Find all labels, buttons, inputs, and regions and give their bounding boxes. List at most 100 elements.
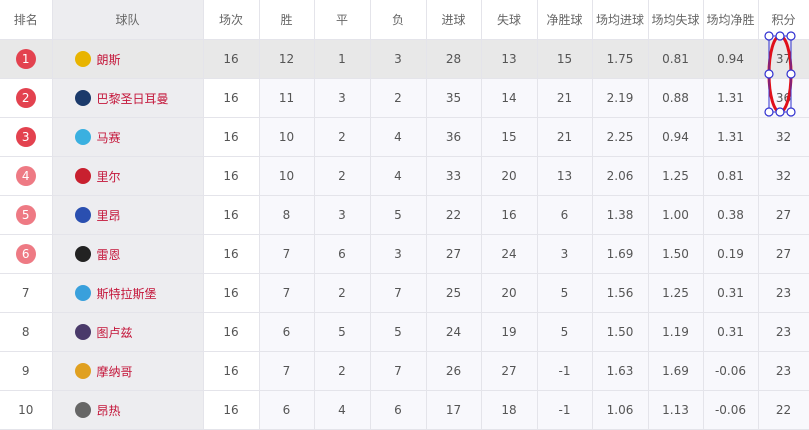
lens-crest-icon xyxy=(74,51,91,67)
w-cell: 12 xyxy=(259,39,315,79)
pts-cell: 27 xyxy=(758,234,809,274)
played-cell: 16 xyxy=(203,156,260,196)
l-cell: 4 xyxy=(370,117,427,157)
gf-cell: 26 xyxy=(426,351,482,391)
rank-cell: 1 xyxy=(0,39,53,79)
team-name-link[interactable]: 巴黎圣日耳曼 xyxy=(96,91,169,106)
ga-cell: 13 xyxy=(481,39,538,79)
team-name-link[interactable]: 斯特拉斯堡 xyxy=(96,286,157,301)
team-cell[interactable]: 里昂 xyxy=(52,195,204,235)
l-cell: 4 xyxy=(370,156,427,196)
column-header[interactable]: 场均失球 xyxy=(648,0,704,40)
pts-cell: 22 xyxy=(758,390,809,430)
pts-cell: 37 xyxy=(758,39,809,79)
l-cell: 5 xyxy=(370,195,427,235)
rank-number: 9 xyxy=(21,364,30,378)
gd-cell: 5 xyxy=(537,273,593,313)
gd-cell: 13 xyxy=(537,156,593,196)
column-header[interactable]: 积分 xyxy=(758,0,809,40)
table-row[interactable]: 8 图卢兹 16 6 5 5 24 19 5 1.50 1.19 0.31 23 xyxy=(0,312,809,352)
d-cell: 2 xyxy=(314,156,371,196)
rank-badge: 1 xyxy=(15,49,36,69)
ga-cell: 27 xyxy=(481,351,538,391)
team-cell[interactable]: 雷恩 xyxy=(52,234,204,274)
table-row[interactable]: 2 巴黎圣日耳曼 16 11 3 2 35 14 21 2.19 0.88 1.31 36 xyxy=(0,78,809,118)
table-row[interactable]: 9 摩纳哥 16 7 2 7 26 27 -1 1.63 1.69 -0.06 23 xyxy=(0,351,809,391)
played-cell: 16 xyxy=(203,234,260,274)
ga-cell: 20 xyxy=(481,273,538,313)
team-cell[interactable]: 巴黎圣日耳曼 xyxy=(52,78,204,118)
avg_ga-cell: 1.13 xyxy=(648,390,704,430)
avg_gd-cell: 0.81 xyxy=(703,156,759,196)
column-header[interactable]: 场次 xyxy=(203,0,260,40)
d-cell: 5 xyxy=(314,312,371,352)
column-header[interactable]: 进球 xyxy=(426,0,482,40)
team-cell[interactable]: 斯特拉斯堡 xyxy=(52,273,204,313)
table-row[interactable]: 10 昂热 16 6 4 6 17 18 -1 1.06 1.13 -0.06 22 xyxy=(0,390,809,430)
avg_gf-cell: 2.19 xyxy=(592,78,649,118)
team-cell[interactable]: 昂热 xyxy=(52,390,204,430)
psg-crest-icon xyxy=(74,90,91,106)
l-cell: 5 xyxy=(370,312,427,352)
team-name-link[interactable]: 图卢兹 xyxy=(96,325,133,340)
column-header[interactable]: 胜 xyxy=(259,0,315,40)
ga-cell: 20 xyxy=(481,156,538,196)
w-cell: 6 xyxy=(259,390,315,430)
d-cell: 2 xyxy=(314,351,371,391)
team-cell[interactable]: 马赛 xyxy=(52,117,204,157)
d-cell: 2 xyxy=(314,117,371,157)
table-row[interactable]: 4 里尔 16 10 2 4 33 20 13 2.06 1.25 0.81 32 xyxy=(0,156,809,196)
column-header[interactable]: 场均净胜 xyxy=(703,0,759,40)
avg_ga-cell: 1.00 xyxy=(648,195,704,235)
table-row[interactable]: 7 斯特拉斯堡 16 7 2 7 25 20 5 1.56 1.25 0.31 23 xyxy=(0,273,809,313)
table-row[interactable]: 5 里昂 16 8 3 5 22 16 6 1.38 1.00 0.38 27 xyxy=(0,195,809,235)
gd-cell: 6 xyxy=(537,195,593,235)
avg_gf-cell: 1.56 xyxy=(592,273,649,313)
column-header[interactable]: 场均进球 xyxy=(592,0,649,40)
team-name-link[interactable]: 摩纳哥 xyxy=(96,364,133,379)
ga-cell: 16 xyxy=(481,195,538,235)
team-name-link[interactable]: 里昂 xyxy=(96,208,121,223)
team-name-link[interactable]: 朗斯 xyxy=(96,52,121,67)
w-cell: 6 xyxy=(259,312,315,352)
team-name-link[interactable]: 马赛 xyxy=(96,130,121,145)
column-header[interactable]: 排名 xyxy=(0,0,53,40)
l-cell: 3 xyxy=(370,39,427,79)
team-cell[interactable]: 朗斯 xyxy=(52,39,204,79)
gd-cell: 5 xyxy=(537,312,593,352)
rank-number: 7 xyxy=(21,286,30,300)
table-row[interactable]: 6 雷恩 16 7 6 3 27 24 3 1.69 1.50 0.19 27 xyxy=(0,234,809,274)
column-header[interactable]: 负 xyxy=(370,0,427,40)
avg_gf-cell: 1.63 xyxy=(592,351,649,391)
column-header[interactable]: 失球 xyxy=(481,0,538,40)
played-cell: 16 xyxy=(203,195,260,235)
gf-cell: 24 xyxy=(426,312,482,352)
l-cell: 7 xyxy=(370,273,427,313)
team-cell[interactable]: 里尔 xyxy=(52,156,204,196)
avg_gd-cell: 0.31 xyxy=(703,312,759,352)
team-name-link[interactable]: 昂热 xyxy=(96,403,121,418)
column-header[interactable]: 平 xyxy=(314,0,371,40)
team-name-link[interactable]: 里尔 xyxy=(96,169,121,184)
avg_gf-cell: 1.06 xyxy=(592,390,649,430)
column-header[interactable]: 净胜球 xyxy=(537,0,593,40)
played-cell: 16 xyxy=(203,78,260,118)
rank-cell: 8 xyxy=(0,312,53,352)
avg_ga-cell: 1.19 xyxy=(648,312,704,352)
avg_ga-cell: 0.81 xyxy=(648,39,704,79)
avg_gd-cell: 0.94 xyxy=(703,39,759,79)
pts-cell: 36 xyxy=(758,78,809,118)
team-cell[interactable]: 图卢兹 xyxy=(52,312,204,352)
rank-badge: 2 xyxy=(15,88,36,108)
avg_gf-cell: 1.75 xyxy=(592,39,649,79)
avg_ga-cell: 0.94 xyxy=(648,117,704,157)
table-row[interactable]: 1 朗斯 16 12 1 3 28 13 15 1.75 0.81 0.94 37 xyxy=(0,39,809,79)
column-header[interactable]: 球队 xyxy=(52,0,204,40)
table-row[interactable]: 3 马赛 16 10 2 4 36 15 21 2.25 0.94 1.31 32 xyxy=(0,117,809,157)
strasbourg-crest-icon xyxy=(74,285,91,301)
team-name-link[interactable]: 雷恩 xyxy=(96,247,121,262)
rank-badge: 4 xyxy=(15,166,36,186)
w-cell: 8 xyxy=(259,195,315,235)
lyon-crest-icon xyxy=(74,207,91,223)
team-cell[interactable]: 摩纳哥 xyxy=(52,351,204,391)
